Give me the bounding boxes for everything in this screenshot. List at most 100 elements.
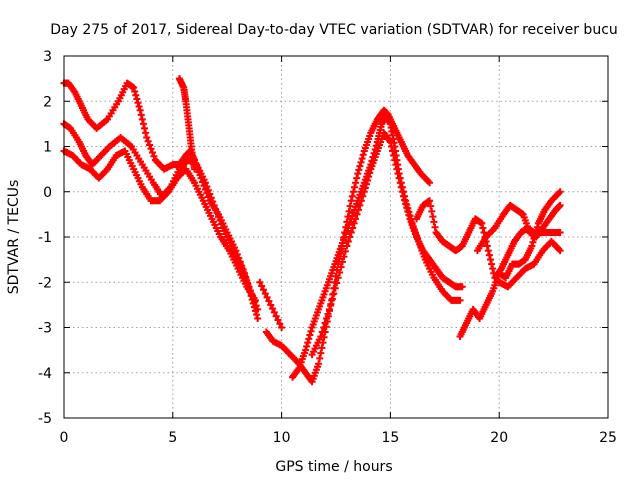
data-point — [356, 201, 364, 209]
data-point — [272, 312, 280, 320]
data-point — [484, 247, 492, 255]
data-point — [354, 206, 362, 214]
data-point — [204, 186, 212, 194]
data-point — [361, 184, 369, 192]
data-point — [213, 209, 221, 217]
data-point — [357, 197, 365, 205]
data-point — [321, 319, 329, 327]
data-point — [327, 300, 335, 308]
data-point — [390, 152, 398, 160]
data-point — [528, 242, 536, 250]
data-point — [334, 274, 342, 282]
data-point — [427, 202, 435, 210]
data-point — [355, 166, 363, 174]
data-point — [330, 290, 338, 298]
data-point — [144, 137, 152, 145]
data-point — [486, 256, 494, 264]
data-point — [142, 129, 150, 137]
data-point — [405, 211, 413, 219]
data-point — [357, 158, 365, 166]
data-point — [306, 331, 314, 339]
data-point — [358, 155, 366, 163]
y-tick-label: 2 — [43, 94, 52, 110]
data-point — [269, 305, 277, 313]
data-point — [485, 251, 493, 259]
data-point — [141, 124, 149, 132]
series-track-4 — [175, 75, 199, 173]
x-tick-label: 15 — [381, 430, 399, 446]
data-point — [386, 138, 394, 146]
data-point — [458, 283, 466, 291]
grid — [64, 56, 608, 418]
data-point — [364, 176, 372, 184]
data-point — [133, 95, 141, 103]
data-point — [130, 84, 138, 92]
data-point — [556, 247, 564, 255]
x-tick-label: 25 — [599, 430, 617, 446]
data-point — [339, 258, 347, 266]
data-point — [328, 295, 336, 303]
data-point — [270, 308, 278, 316]
data-point — [143, 133, 151, 141]
y-axis-label: SDTVAR / TECUs — [6, 180, 22, 295]
data-point — [349, 224, 357, 232]
data-point — [261, 290, 269, 298]
data-point — [253, 311, 261, 319]
y-tick-label: -5 — [38, 411, 52, 427]
data-point — [203, 182, 211, 190]
x-tick-label: 5 — [168, 430, 177, 446]
data-point — [263, 293, 271, 301]
data-point — [305, 335, 313, 343]
tick-labels: 0 5 10 15 20 25 -5 -4 -3 -2 -1 0 1 2 3 — [38, 49, 617, 446]
y-tick-label: -3 — [38, 321, 52, 337]
data-point — [216, 216, 224, 224]
data-point — [251, 296, 259, 304]
x-tick-label: 0 — [60, 430, 69, 446]
series-track-11 — [495, 238, 564, 291]
y-tick-label: -2 — [38, 275, 52, 291]
data-point — [134, 99, 142, 107]
data-point — [366, 169, 374, 177]
data-point — [347, 228, 355, 236]
data-point — [350, 219, 358, 227]
series-track-10 — [473, 201, 564, 255]
y-tick-label: -4 — [38, 366, 52, 382]
data-point — [428, 207, 436, 215]
data-point — [430, 218, 438, 226]
data-point — [209, 198, 217, 206]
data-point — [254, 305, 262, 313]
data-point — [201, 179, 209, 187]
data-point — [360, 188, 368, 196]
data-point — [480, 228, 488, 236]
data-point — [394, 170, 402, 178]
data-point — [315, 360, 323, 368]
data-point — [325, 305, 333, 313]
data-point — [135, 103, 143, 111]
data-point — [265, 297, 273, 305]
data-point — [398, 188, 406, 196]
data-point — [137, 111, 145, 119]
data-point — [348, 192, 356, 200]
data-point — [352, 215, 360, 223]
data-point — [489, 265, 497, 273]
data-point — [207, 194, 215, 202]
series-track-12 — [256, 278, 286, 331]
series-track-8 — [413, 197, 564, 282]
data-point — [303, 342, 311, 350]
data-point — [210, 201, 218, 209]
x-tick-label: 10 — [273, 430, 291, 446]
data-point — [217, 220, 225, 228]
data-point — [393, 165, 401, 173]
data-point — [403, 204, 411, 212]
data-point — [479, 224, 487, 232]
data-point — [392, 161, 400, 169]
data-point — [206, 190, 214, 198]
data-point — [340, 253, 348, 261]
data-point — [276, 320, 284, 328]
data-point — [431, 223, 439, 231]
data-point — [391, 156, 399, 164]
y-tick-label: 3 — [43, 49, 52, 65]
data-point — [318, 344, 326, 352]
data-points — [60, 75, 564, 386]
